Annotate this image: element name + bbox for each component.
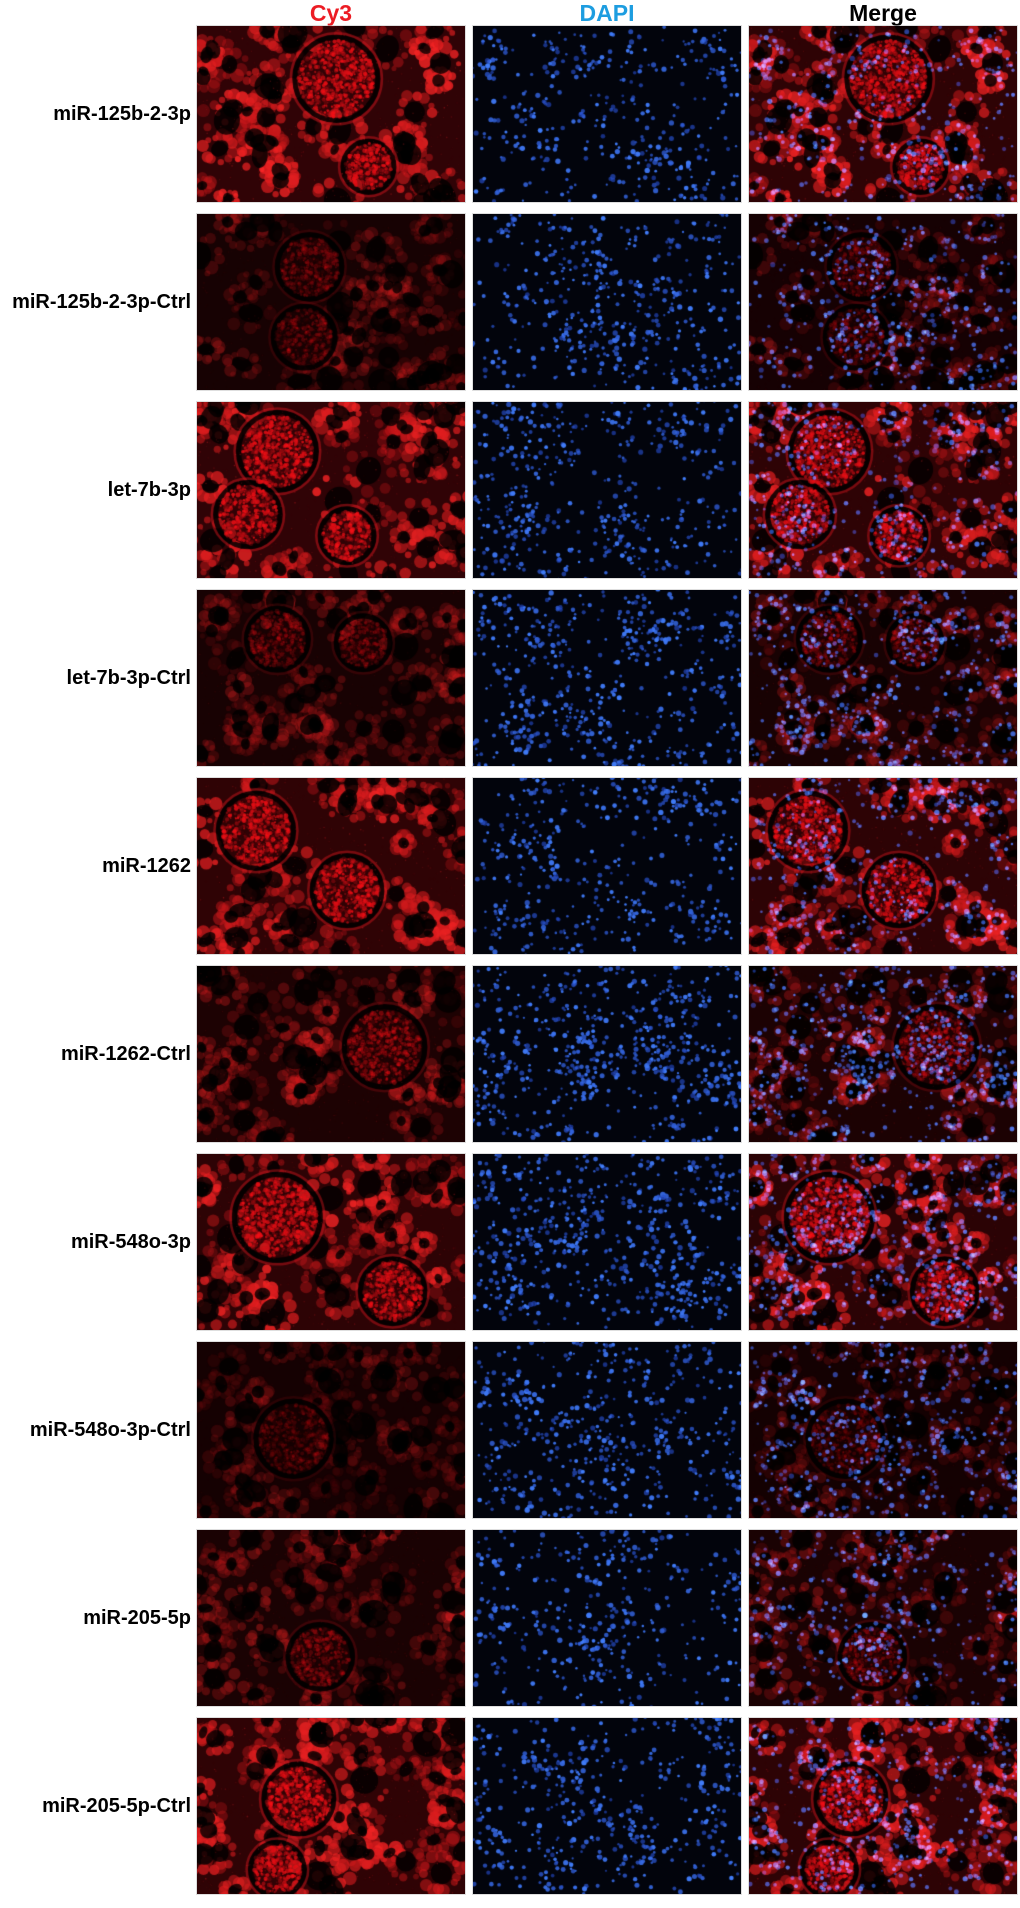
figure-row: miR-205-5p <box>0 1530 1017 1706</box>
dapi-panel-image <box>473 1530 741 1706</box>
cy3-panel-image <box>197 26 465 202</box>
dapi-panel-image <box>473 966 741 1142</box>
column-header-dapi: DAPI <box>579 0 635 26</box>
merge-panel-image <box>749 1342 1017 1518</box>
dapi-panel-image <box>473 402 741 578</box>
row-label: miR-125b-2-3p-Ctrl <box>12 290 191 313</box>
figure-row: let-7b-3p-Ctrl <box>0 590 1017 766</box>
cy3-panel-image <box>197 1530 465 1706</box>
merge-panel-image <box>749 26 1017 202</box>
dapi-panel-image <box>473 1342 741 1518</box>
cy3-panel-image <box>197 1154 465 1330</box>
figure-row: miR-205-5p-Ctrl <box>0 1718 1017 1894</box>
merge-panel-image <box>749 966 1017 1142</box>
row-label: miR-1262 <box>102 854 191 877</box>
dapi-panel-image <box>473 214 741 390</box>
merge-panel-image <box>749 1718 1017 1894</box>
merge-panel-image <box>749 1154 1017 1330</box>
column-header-row: Cy3 DAPI Merge <box>0 0 1017 26</box>
cy3-panel-image <box>197 590 465 766</box>
cy3-panel-image <box>197 402 465 578</box>
cy3-panel-image <box>197 778 465 954</box>
dapi-panel-image <box>473 1718 741 1894</box>
merge-panel-image <box>749 402 1017 578</box>
dapi-panel-image <box>473 1154 741 1330</box>
figure-row: miR-1262-Ctrl <box>0 966 1017 1142</box>
row-label: miR-1262-Ctrl <box>60 1042 191 1065</box>
cy3-panel-image <box>197 966 465 1142</box>
figure-row: miR-548o-3p-Ctrl <box>0 1342 1017 1518</box>
cy3-panel-image <box>197 1718 465 1894</box>
figure-row: miR-1262 <box>0 778 1017 954</box>
merge-panel-image <box>749 590 1017 766</box>
row-label: miR-548o-3p <box>70 1230 191 1253</box>
column-header-merge: Merge <box>849 0 917 26</box>
dapi-panel-image <box>473 590 741 766</box>
row-label: let-7b-3p <box>107 478 191 501</box>
column-header-cy3: Cy3 <box>309 0 353 26</box>
dapi-panel-image <box>473 26 741 202</box>
figure-rows-container: miR-125b-2-3p miR-125b-2-3p-Ctrl let-7b-… <box>0 26 1017 1894</box>
row-label: miR-205-5p <box>83 1606 191 1629</box>
row-label: miR-548o-3p-Ctrl <box>29 1418 191 1441</box>
dapi-panel-image <box>473 778 741 954</box>
cy3-panel-image <box>197 1342 465 1518</box>
figure-row: let-7b-3p <box>0 402 1017 578</box>
row-label: miR-125b-2-3p <box>53 102 191 125</box>
figure-row: miR-125b-2-3p <box>0 26 1017 202</box>
row-label: let-7b-3p-Ctrl <box>66 666 191 689</box>
row-label: miR-205-5p-Ctrl <box>42 1794 191 1817</box>
merge-panel-image <box>749 1530 1017 1706</box>
merge-panel-image <box>749 214 1017 390</box>
figure-row: miR-125b-2-3p-Ctrl <box>0 214 1017 390</box>
merge-panel-image <box>749 778 1017 954</box>
cy3-panel-image <box>197 214 465 390</box>
figure-row: miR-548o-3p <box>0 1154 1017 1330</box>
